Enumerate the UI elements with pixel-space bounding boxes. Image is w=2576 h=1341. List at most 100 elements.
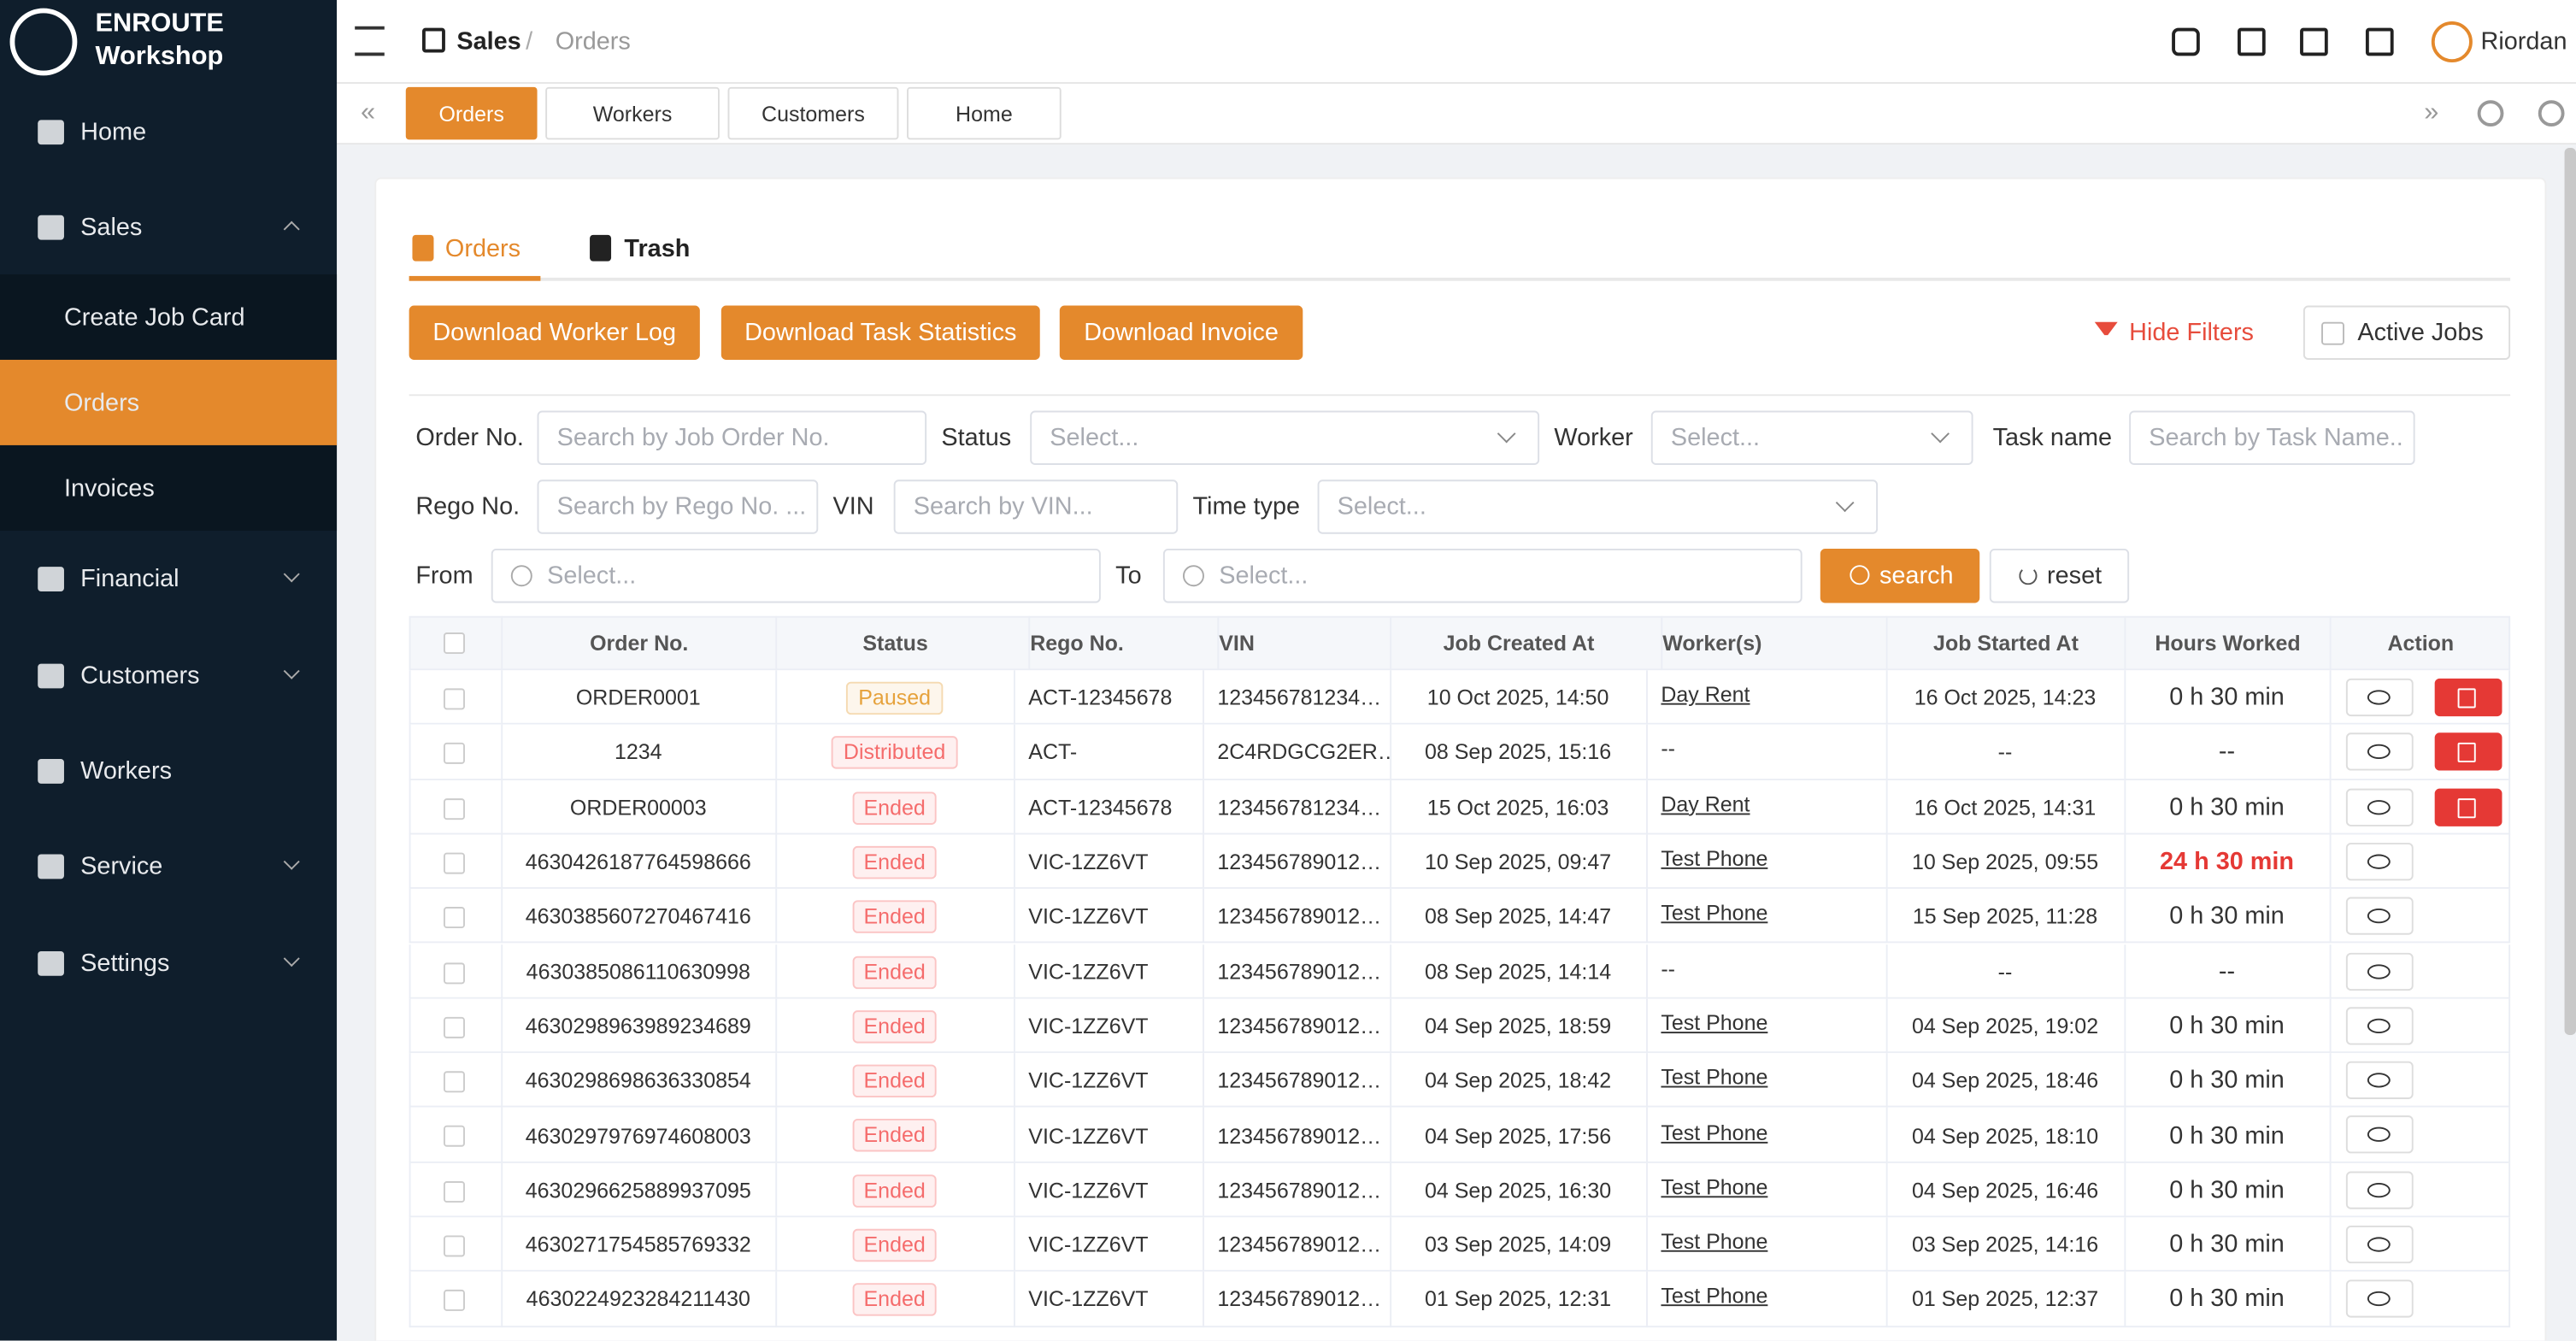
tab[interactable]: Customers — [728, 87, 899, 140]
row-checkbox[interactable] — [444, 797, 465, 819]
column-divider — [1203, 834, 1204, 889]
worker-link[interactable]: Test Phone — [1661, 885, 1885, 940]
user-name[interactable]: Riordan — [2481, 21, 2576, 62]
row-checkbox[interactable] — [444, 962, 465, 983]
cell: 16 Oct 2025, 14:31 — [1886, 779, 2125, 834]
filter-label: Status — [941, 411, 1023, 465]
download-button[interactable]: Download Invoice — [1060, 306, 1303, 360]
worker-link[interactable]: Day Rent — [1661, 776, 1885, 831]
header-icon[interactable] — [2300, 28, 2328, 56]
reset-label[interactable]: reset — [2047, 549, 2129, 603]
status-tag: Ended — [852, 791, 937, 824]
column-divider — [1646, 834, 1648, 889]
worker-link[interactable]: Test Phone — [1661, 1269, 1885, 1324]
tab[interactable]: Workers — [545, 87, 720, 140]
column-divider — [1203, 889, 1204, 944]
cell: 0 h 30 min — [2124, 1217, 2329, 1272]
status-cell: Ended — [775, 846, 1014, 879]
cell: 123456789012… — [1217, 1162, 1390, 1217]
header-icon[interactable] — [2366, 28, 2394, 56]
cell: ORDER00003 — [501, 779, 775, 834]
user-avatar — [2432, 21, 2473, 62]
submenu-item[interactable]: Invoices — [64, 463, 310, 513]
filter-label: VIN — [833, 479, 887, 533]
status-tag: Ended — [852, 1010, 937, 1043]
download-button[interactable]: Download Worker Log — [409, 306, 700, 360]
row-checkbox[interactable] — [444, 1071, 465, 1092]
status-tag: Ended — [852, 1284, 937, 1316]
worker-link[interactable]: Test Phone — [1661, 831, 1885, 885]
row-checkbox[interactable] — [444, 1180, 465, 1202]
cell: 1234 — [501, 725, 775, 779]
active-jobs-checkbox[interactable] — [2321, 322, 2344, 345]
cell: 04 Sep 2025, 16:30 — [1390, 1162, 1646, 1217]
download-button[interactable]: Download Task Statistics — [721, 306, 1040, 360]
row-checkbox[interactable] — [444, 1290, 465, 1311]
page-tab-icon — [590, 235, 611, 262]
column-divider — [1203, 670, 1204, 725]
status-cell: Ended — [775, 901, 1014, 933]
cell: 0 h 30 min — [2124, 889, 2329, 944]
brand-line1: ENROUTE — [95, 9, 325, 41]
header-checkbox[interactable] — [444, 632, 465, 654]
worker-link[interactable]: Day Rent — [1661, 667, 1885, 721]
delete-icon — [2458, 797, 2476, 817]
tabs-settings[interactable] — [2538, 100, 2565, 126]
column-divider — [1203, 725, 1204, 779]
column-divider — [2330, 1108, 2332, 1162]
row-checkbox[interactable] — [444, 688, 465, 709]
row-checkbox[interactable] — [444, 852, 465, 873]
row-checkbox[interactable] — [444, 1016, 465, 1038]
divider — [409, 394, 2510, 396]
menu-toggle[interactable] — [355, 26, 385, 56]
row-checkbox[interactable] — [444, 907, 465, 928]
tab[interactable]: Home — [907, 87, 1062, 140]
column-divider — [1014, 725, 1015, 779]
cell: 123456789012… — [1217, 998, 1390, 1053]
menu-item[interactable]: Customers — [80, 650, 278, 700]
worker-link[interactable]: -- — [1661, 721, 1885, 776]
menu-item[interactable]: Service — [80, 841, 278, 891]
cell: VIC-1ZZ6VT — [1028, 998, 1203, 1053]
cell: 2C4RDGCG2ER… — [1217, 725, 1390, 779]
worker-link[interactable]: Test Phone — [1661, 995, 1885, 1050]
column-divider — [1646, 670, 1648, 725]
worker-link[interactable]: Test Phone — [1661, 1214, 1885, 1268]
menu-item[interactable]: Sales — [80, 202, 278, 251]
column-header: Job Started At — [1886, 616, 2125, 670]
menu-item[interactable]: Financial — [80, 554, 278, 603]
worker-link[interactable]: Test Phone — [1661, 1050, 1885, 1104]
menu-item[interactable]: Workers — [80, 746, 278, 796]
row-checkbox[interactable] — [444, 1126, 465, 1147]
page-tab[interactable]: Orders — [445, 226, 544, 269]
cell: 123456789012… — [1217, 889, 1390, 944]
cell: 04 Sep 2025, 18:59 — [1390, 998, 1646, 1053]
menu-item[interactable]: Settings — [80, 938, 278, 988]
page-tab[interactable]: Trash — [624, 226, 722, 269]
tabs-next[interactable]: » — [2412, 95, 2451, 131]
worker-link[interactable]: -- — [1661, 940, 1885, 995]
header-icon[interactable] — [2172, 28, 2200, 56]
row-checkbox[interactable] — [444, 743, 465, 764]
tabs-refresh[interactable] — [2478, 100, 2504, 126]
search-label[interactable]: search — [1879, 549, 1978, 603]
row-checkbox[interactable] — [444, 1235, 465, 1256]
worker-link[interactable]: Test Phone — [1661, 1104, 1885, 1159]
header-icon[interactable] — [2238, 28, 2266, 56]
filter-placeholder: Select... — [1050, 411, 1493, 465]
submenu-item[interactable]: Orders — [64, 378, 310, 427]
column-divider — [2330, 834, 2332, 889]
tabs-prev[interactable]: « — [349, 95, 388, 131]
cell: 16 Oct 2025, 14:23 — [1886, 670, 2125, 725]
worker-link[interactable]: Test Phone — [1661, 1159, 1885, 1214]
cell: 0 h 30 min — [2124, 1272, 2329, 1326]
cell: VIC-1ZZ6VT — [1028, 1108, 1203, 1162]
tab[interactable]: Orders — [406, 87, 538, 140]
submenu-item[interactable]: Create Job Card — [64, 292, 310, 342]
active-jobs[interactable]: Active Jobs — [2357, 306, 2505, 360]
hide-filters[interactable]: Hide Filters — [2129, 306, 2277, 360]
menu-item[interactable]: Home — [80, 107, 278, 156]
column-divider — [1203, 1108, 1204, 1162]
menu-icon — [38, 759, 64, 784]
column-divider — [2330, 725, 2332, 779]
